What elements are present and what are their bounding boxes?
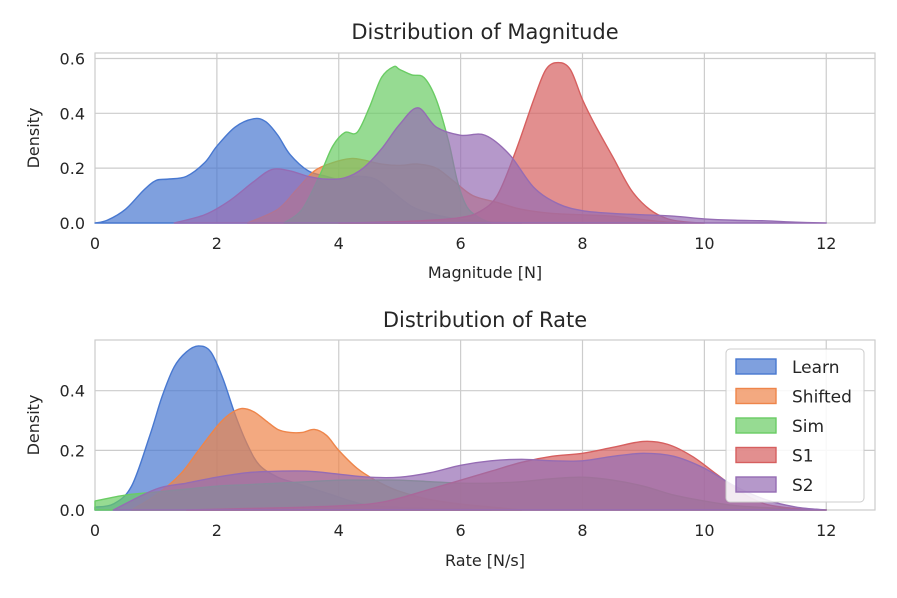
legend-swatch-sim <box>735 417 777 434</box>
rate-y-tick-label: 0.4 <box>60 382 85 401</box>
magnitude-x-tick-label: 6 <box>456 234 466 253</box>
legend-label-shifted: Shifted <box>792 388 852 408</box>
rate-x-tick-label: 4 <box>334 521 344 540</box>
legend-label-sim: Sim <box>792 417 824 437</box>
rate-chart-title: Distribution of Rate <box>383 308 587 332</box>
legend: Learn Shifted Sim S1 S2 <box>725 348 865 503</box>
rate-chart: 0 2 4 6 8 10 12 0.0 0.2 0.4 Distribution of Rate… <box>24 308 876 570</box>
magnitude-x-tick-label: 12 <box>816 234 836 253</box>
magnitude-x-tick-label: 10 <box>694 234 714 253</box>
legend-swatch-s2 <box>735 476 777 493</box>
rate-x-ticks: 0 2 4 6 8 10 12 <box>90 521 837 540</box>
rate-x-tick-label: 12 <box>816 521 836 540</box>
rate-x-axis-label: Rate [N/s] <box>445 551 525 570</box>
magnitude-y-tick-label: 0.2 <box>60 159 85 178</box>
legend-swatch-learn <box>735 358 777 375</box>
legend-label-s1: S1 <box>792 447 814 467</box>
rate-x-tick-label: 10 <box>694 521 714 540</box>
magnitude-chart: 0 2 4 6 8 10 12 0.0 0.2 0.4 0.6 Distribution of M… <box>24 20 876 282</box>
legend-swatch-s1 <box>735 446 777 464</box>
rate-y-ticks: 0.0 0.2 0.4 <box>60 382 85 520</box>
magnitude-x-tick-label: 8 <box>577 234 587 253</box>
magnitude-area-s2 <box>173 107 827 224</box>
magnitude-y-ticks: 0.0 0.2 0.4 0.6 <box>60 49 85 233</box>
rate-area-s2 <box>112 452 827 511</box>
magnitude-x-ticks: 0 2 4 6 8 10 12 <box>90 234 837 253</box>
magnitude-x-tick-label: 0 <box>90 234 100 253</box>
magnitude-x-tick-label: 4 <box>334 234 344 253</box>
legend-label-s2: S2 <box>792 476 814 496</box>
rate-y-tick-label: 0.0 <box>60 501 85 520</box>
legend-swatch-shifted <box>735 387 777 405</box>
magnitude-y-tick-label: 0.4 <box>60 104 85 123</box>
magnitude-x-tick-label: 2 <box>212 234 222 253</box>
magnitude-chart-title: Distribution of Magnitude <box>351 20 618 44</box>
magnitude-y-tick-label: 0.6 <box>60 49 85 68</box>
rate-x-tick-label: 0 <box>90 521 100 540</box>
magnitude-x-axis-label: Magnitude [N] <box>428 263 542 282</box>
magnitude-series <box>94 61 827 224</box>
rate-x-tick-label: 6 <box>456 521 466 540</box>
rate-series <box>94 345 827 511</box>
legend-label-learn: Learn <box>792 358 840 378</box>
magnitude-y-tick-label: 0.0 <box>60 214 85 233</box>
magnitude-y-axis-label: Density <box>24 108 43 169</box>
rate-y-axis-label: Density <box>24 395 43 456</box>
legend-box <box>725 348 865 503</box>
rate-x-tick-label: 2 <box>212 521 222 540</box>
rate-x-tick-label: 8 <box>577 521 587 540</box>
rate-y-tick-label: 0.2 <box>60 441 85 460</box>
